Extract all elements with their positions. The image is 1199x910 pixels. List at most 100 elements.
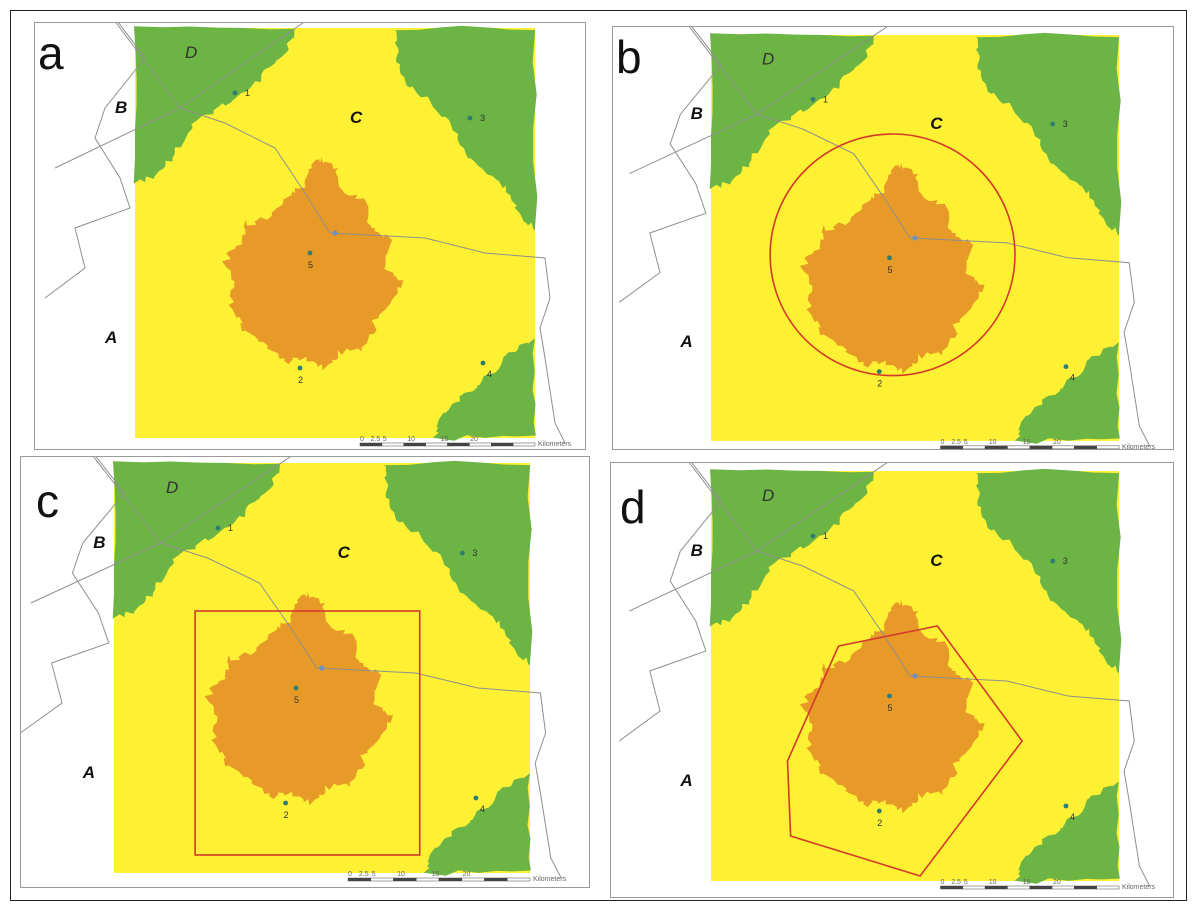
scale-bar-seg (461, 877, 485, 882)
scale-tick: 0 (941, 879, 945, 886)
point-2 (283, 800, 288, 806)
point-label-5: 5 (294, 695, 299, 705)
zone-label-d: D (762, 486, 774, 505)
map-panel-c: D B C A 1 3 5 2 4 0 2.5 5 10 15 20 Kilometers (20, 456, 590, 888)
point-4 (473, 795, 479, 801)
point-1 (810, 96, 816, 102)
point-label-4: 4 (1070, 373, 1075, 383)
scale-bar-seg (491, 442, 514, 447)
scale-tick: 10 (397, 871, 405, 878)
scale-bar: 0 2.5 5 10 15 20 Kilometers (347, 871, 567, 883)
scale-tick: 15 (441, 436, 449, 443)
point-label-3: 3 (1063, 119, 1068, 129)
point-label-5: 5 (888, 265, 893, 275)
scale-tick: 20 (470, 436, 478, 443)
point-label-3: 3 (472, 548, 477, 558)
scale-tick: 15 (432, 871, 440, 878)
scale-unit: Kilometers (1122, 884, 1156, 891)
zone-label-c: C (930, 114, 943, 133)
point-2 (876, 369, 882, 374)
scale-tick: 5 (964, 439, 968, 446)
boundary-line-4 (329, 232, 566, 444)
point-3 (467, 115, 473, 121)
scale-bar-seg (1074, 885, 1097, 890)
zone-orange (204, 591, 393, 806)
zone-label-b: B (93, 533, 105, 552)
point-label-1: 1 (823, 94, 828, 104)
scale-tick: 15 (1023, 879, 1031, 886)
scale-tick: 0 (941, 439, 945, 446)
scale-tick: 2.5 (359, 871, 369, 878)
zone-label-b: B (691, 104, 703, 123)
zone-label-b: B (691, 541, 703, 560)
scale-tick: 2.5 (951, 879, 961, 886)
scale-bar-seg (940, 885, 964, 890)
scale-unit: Kilometers (1122, 444, 1156, 451)
zone-green-1 (133, 26, 295, 184)
scale-tick: 2.5 (951, 439, 961, 446)
scale-tick: 10 (989, 879, 997, 886)
point-label-4: 4 (1070, 812, 1075, 822)
map-panel-b: D B C A 1 3 5 2 4 0 2.5 5 10 15 20 Kilometers (612, 26, 1174, 451)
point-1 (215, 525, 221, 531)
scale-tick: 20 (463, 871, 471, 878)
zone-label-c: C (930, 551, 943, 570)
point-4 (1063, 803, 1069, 809)
figure-frame (10, 10, 1187, 901)
zone-green-3 (1014, 342, 1120, 444)
zone-orange (799, 162, 985, 374)
zone-orange (222, 156, 404, 371)
boundary-line-1 (618, 463, 722, 742)
scale-bar-seg (447, 442, 470, 447)
point-5 (293, 685, 299, 691)
scale-bar-seg (425, 442, 448, 447)
point-label-1: 1 (823, 531, 828, 541)
scale-bar: 0 2.5 5 10 15 20 Kilometers (940, 439, 1156, 451)
point-4 (1063, 364, 1069, 370)
zone-label-c: C (350, 108, 363, 127)
point-4 (480, 360, 486, 366)
scale-tick: 0 (360, 436, 364, 443)
map-layers (21, 457, 562, 879)
boundary-line-3 (54, 107, 331, 234)
zone-label-c: C (338, 543, 351, 562)
zone-label-a: A (82, 763, 95, 782)
scale-bar-seg (416, 877, 440, 882)
point-label-2: 2 (284, 810, 289, 820)
scale-bar-seg (1029, 885, 1053, 890)
point-5 (887, 255, 892, 261)
point-1 (232, 90, 238, 96)
scale-bar-seg (984, 445, 1008, 450)
point-label-3: 3 (1063, 556, 1068, 566)
zone-label-a: A (679, 771, 692, 790)
scale-bar-seg (484, 877, 508, 882)
panel-label-a: a (38, 27, 64, 79)
scale-tick: 10 (407, 436, 415, 443)
scale-tick: 5 (383, 436, 387, 443)
scale-bar-seg (1074, 445, 1097, 450)
scale-bar-seg (1029, 445, 1053, 450)
scale-bar-seg (469, 442, 492, 447)
scale-bar-seg (962, 885, 986, 890)
zone-label-b: B (115, 98, 127, 117)
point-3 (460, 550, 465, 556)
point-label-1: 1 (228, 523, 233, 533)
scale-bar-seg (347, 877, 371, 882)
polygon-overlay (786, 625, 1024, 877)
point-3 (1050, 558, 1056, 564)
boundary-line-3 (629, 550, 911, 677)
map-layers (618, 27, 1151, 447)
scale-bar-seg (370, 877, 394, 882)
point-5 (887, 693, 892, 699)
zone-label-d: D (185, 43, 197, 62)
map-layers (618, 463, 1151, 887)
scale-bar-seg (1007, 445, 1030, 450)
zone-green-2 (975, 32, 1122, 236)
scale-tick: 5 (964, 879, 968, 886)
zone-green-1 (709, 33, 874, 190)
point-5 (307, 250, 313, 256)
map-panel-a: D B C A 1 3 5 2 4 0 2.5 5 10 15 20 Kilometers (34, 22, 586, 450)
